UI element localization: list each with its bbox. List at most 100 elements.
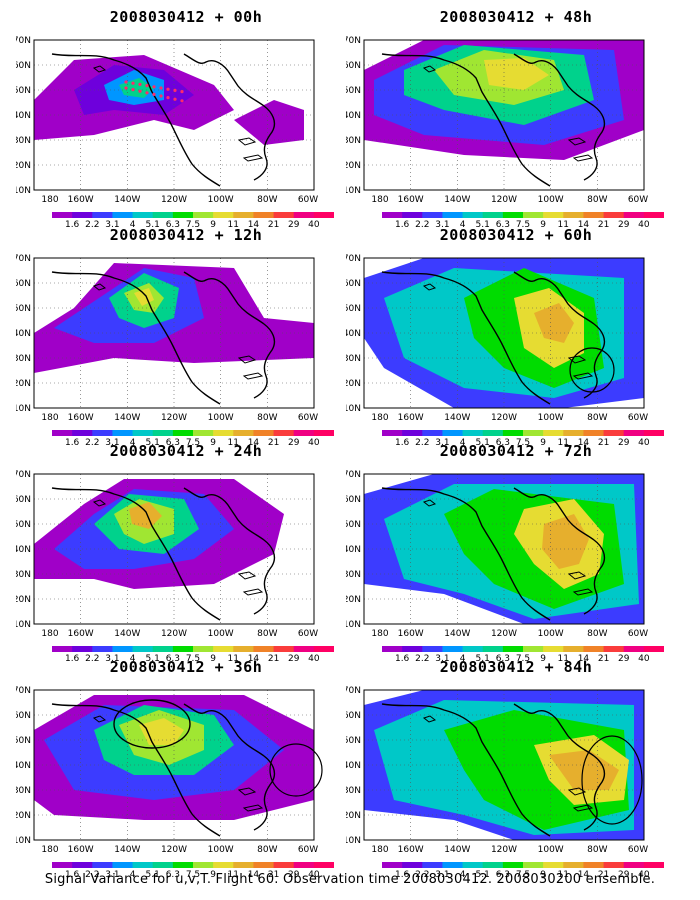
longitude-tick-label: 160W [398, 629, 424, 639]
latitude-tick-label: 20N [16, 161, 31, 171]
longitude-tick-label: 140W [114, 845, 140, 855]
colorbar-level-label: 7.5 [516, 220, 530, 230]
latitude-tick-label: 40N [16, 545, 31, 555]
colorbar-level-label: 3.1 [105, 870, 119, 880]
coastline [51, 271, 276, 405]
latitude-tick-label: 30N [16, 570, 31, 580]
latitude-tick-label: 70N [346, 470, 361, 480]
latitude-tick-label: 20N [16, 379, 31, 389]
coastline [381, 271, 606, 405]
colorbar: 1.6 2.2 3.1 4 5.1 6.3 7.5 9 11 14 21 29 40 [382, 212, 665, 230]
colorbar-level-label: 21 [598, 220, 609, 230]
longitude-tick-label: 180 [371, 195, 388, 205]
latitude-tick-label: 20N [16, 595, 31, 605]
coastline [381, 703, 606, 837]
colorbar-level-label: 2.2 [85, 438, 99, 448]
colorbar-swatch [442, 430, 463, 436]
colorbar-level-label: 1.6 [395, 438, 410, 448]
colorbar-level-label: 40 [308, 654, 320, 664]
colorbar-level-label: 14 [578, 438, 590, 448]
colorbar-swatch [92, 646, 113, 652]
colorbar-swatch [583, 862, 604, 868]
longitude-tick-label: 60W [628, 413, 648, 423]
latitude-tick-label: 10N [346, 620, 361, 630]
longitude-tick-label: 100W [208, 195, 234, 205]
colorbar-swatch [623, 862, 645, 868]
colorbar-swatch [112, 430, 133, 436]
longitude-tick-label: 60W [298, 845, 318, 855]
colorbar: 1.6 2.2 3.1 4 5.1 6.3 7.5 9 11 14 21 29 40 [382, 430, 665, 448]
colorbar-level-label: 3.1 [105, 220, 119, 230]
latitude-tick-label: 30N [346, 786, 361, 796]
latitude-tick-label: 40N [346, 545, 361, 555]
longitude-tick-label: 80W [587, 629, 607, 639]
colorbar-level-label: 14 [578, 654, 590, 664]
variance-contour-region [542, 514, 589, 569]
panel-60h: 2008030412 + 60h 70N 60N 50N 40N 30N 20N 10N 18… [346, 226, 686, 448]
colorbar-swatch [233, 862, 254, 868]
map: 70N 60N 50N 40N 30N 20N 10N 180 160W 140W 120W 100W… [16, 30, 356, 212]
latitude-tick-label: 40N [346, 111, 361, 121]
longitude-tick-label: 100W [538, 629, 564, 639]
map: 70N 60N 50N 40N 30N 20N 10N 180 160W 140W 120W 100W… [346, 680, 686, 862]
latitude-tick-label: 50N [16, 304, 31, 314]
colorbar-swatch [643, 862, 665, 868]
colorbar-level-label: 40 [638, 438, 650, 448]
colorbar-swatch [523, 430, 544, 436]
colorbar-swatch [213, 430, 234, 436]
colorbar-level-label: 6.3 [166, 870, 180, 880]
colorbar-swatch [92, 430, 113, 436]
panel-title: 2008030412 + 36h [109, 658, 263, 676]
colorbar-level-label: 7.5 [516, 870, 530, 880]
colorbar-level-label: 3.1 [105, 654, 119, 664]
longitude-tick-label: 140W [444, 195, 470, 205]
colorbar-level-label: 3.1 [105, 438, 119, 448]
latitude-tick-label: 50N [346, 520, 361, 530]
colorbar-level-label: 2.2 [415, 870, 429, 880]
longitude-tick-label: 100W [208, 845, 234, 855]
coastline [51, 703, 276, 837]
latitude-tick-label: 30N [16, 136, 31, 146]
colorbar-swatch [643, 212, 665, 218]
latitude-tick-label: 30N [16, 354, 31, 364]
panel-48h: 2008030412 + 48h 70N 60N 50N 40N 30N 20N 10N 18… [346, 8, 686, 230]
colorbar-level-label: 40 [638, 654, 650, 664]
colorbar-swatch [193, 430, 214, 436]
colorbar-swatch [603, 212, 625, 218]
latitude-tick-label: 50N [16, 736, 31, 746]
colorbar-swatch [92, 212, 113, 218]
latitude-tick-label: 70N [16, 36, 31, 46]
colorbar-swatch [583, 212, 604, 218]
colorbar-swatch [112, 646, 133, 652]
colorbar-swatch [213, 646, 234, 652]
variance-contour-region [129, 502, 162, 529]
longitude-tick-label: 180 [371, 629, 388, 639]
longitude-tick-label: 180 [371, 413, 388, 423]
longitude-tick-label: 180 [41, 629, 58, 639]
colorbar-level-label: 9 [540, 438, 546, 448]
colorbar-level-label: 14 [578, 220, 590, 230]
colorbar-swatch [213, 212, 234, 218]
colorbar-level-label: 4 [460, 220, 466, 230]
panel-title: 2008030412 + 60h [439, 226, 593, 244]
longitude-tick-label: 100W [538, 845, 564, 855]
latitude-tick-label: 60N [346, 279, 361, 289]
colorbar-level-label: 9 [210, 870, 216, 880]
latitude-tick-label: 30N [346, 570, 361, 580]
variance-contour-region [549, 750, 619, 790]
colorbar: 1.6 2.2 3.1 4 5.1 6.3 7.5 9 11 14 21 29 40 [52, 862, 335, 880]
colorbar-level-label: 29 [288, 438, 300, 448]
colorbar-level-label: 4 [460, 870, 466, 880]
colorbar-level-label: 40 [638, 220, 650, 230]
longitude-tick-label: 120W [491, 195, 517, 205]
longitude-tick-label: 60W [298, 629, 318, 639]
latitude-tick-label: 50N [346, 736, 361, 746]
colorbar-level-label: 3.1 [435, 220, 449, 230]
colorbar-level-label: 1.6 [395, 870, 410, 880]
colorbar-swatch [623, 430, 645, 436]
panel-title: 2008030412 + 84h [439, 658, 593, 676]
panel-00h: 2008030412 + 00h 70N 60N 50N 40N 30N 20N 10N 18… [16, 8, 356, 230]
colorbar-level-label: 7.5 [186, 438, 200, 448]
longitude-tick-label: 80W [257, 413, 277, 423]
colorbar-swatch [402, 646, 423, 652]
